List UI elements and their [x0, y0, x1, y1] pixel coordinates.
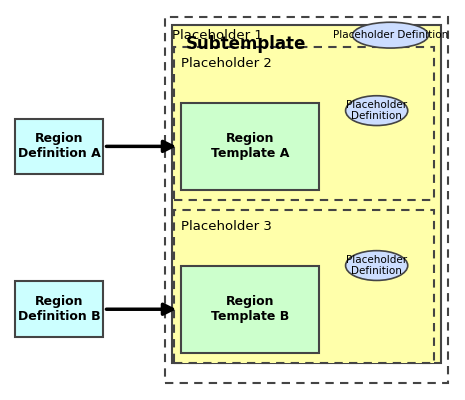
Ellipse shape [352, 22, 428, 48]
Text: Region
Template B: Region Template B [211, 295, 289, 323]
FancyBboxPatch shape [174, 47, 434, 200]
Ellipse shape [345, 96, 408, 126]
Text: Region
Definition B: Region Definition B [18, 295, 100, 323]
Text: Placeholder 2: Placeholder 2 [181, 57, 272, 70]
FancyBboxPatch shape [174, 210, 434, 363]
FancyBboxPatch shape [165, 17, 448, 383]
Text: Placeholder 3: Placeholder 3 [181, 220, 272, 233]
Text: Placeholder 1: Placeholder 1 [172, 29, 263, 42]
Ellipse shape [345, 251, 408, 280]
FancyBboxPatch shape [181, 266, 319, 353]
Text: Placeholder
Definition: Placeholder Definition [346, 100, 407, 122]
FancyBboxPatch shape [181, 103, 319, 190]
Text: Placeholder
Definition: Placeholder Definition [346, 255, 407, 276]
Text: Region
Template A: Region Template A [211, 132, 289, 160]
FancyBboxPatch shape [172, 25, 441, 363]
FancyBboxPatch shape [15, 282, 103, 337]
Text: Subtemplate: Subtemplate [186, 35, 306, 53]
Text: Region
Definition A: Region Definition A [18, 132, 100, 160]
Text: Placeholder Definition: Placeholder Definition [333, 30, 448, 40]
FancyBboxPatch shape [15, 118, 103, 174]
